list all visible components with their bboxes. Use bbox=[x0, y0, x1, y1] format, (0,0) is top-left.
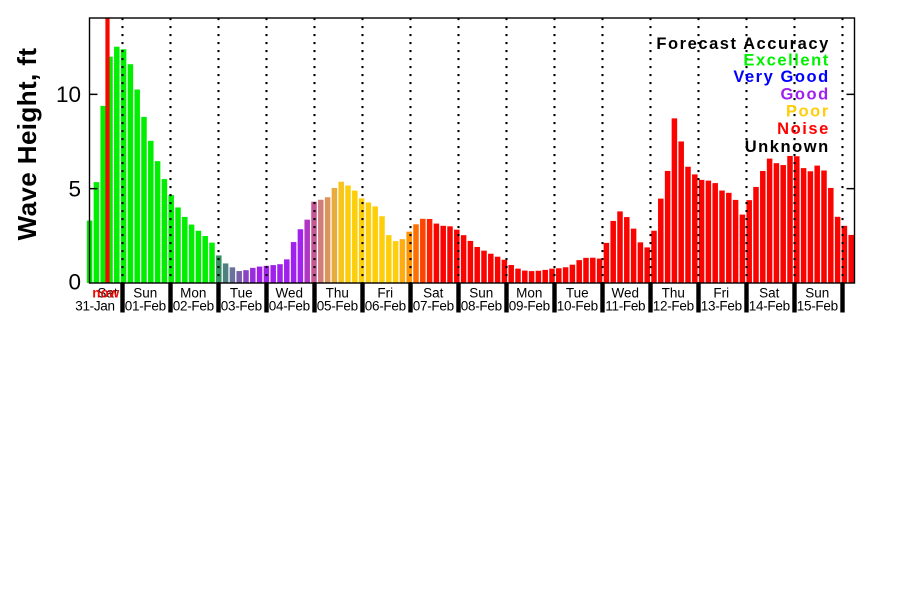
svg-text:5: 5 bbox=[68, 177, 81, 202]
svg-text:10-Feb: 10-Feb bbox=[557, 299, 598, 314]
svg-text:Good: Good bbox=[781, 85, 830, 103]
svg-text:Sun: Sun bbox=[133, 286, 157, 301]
svg-text:31-Jan: 31-Jan bbox=[75, 299, 114, 314]
svg-text:10: 10 bbox=[56, 82, 81, 107]
svg-text:14-Feb: 14-Feb bbox=[749, 299, 790, 314]
svg-text:Poor: Poor bbox=[786, 103, 830, 121]
svg-text:09-Feb: 09-Feb bbox=[509, 299, 550, 314]
svg-text:12-Feb: 12-Feb bbox=[653, 299, 694, 314]
svg-text:Fri: Fri bbox=[377, 286, 393, 301]
svg-text:Unknown: Unknown bbox=[745, 138, 830, 156]
svg-text:Wed: Wed bbox=[276, 286, 304, 301]
svg-text:Very Good: Very Good bbox=[733, 68, 829, 86]
svg-text:06-Feb: 06-Feb bbox=[365, 299, 406, 314]
svg-text:08-Feb: 08-Feb bbox=[461, 299, 502, 314]
svg-text:15-Feb: 15-Feb bbox=[797, 299, 838, 314]
svg-text:Excellent: Excellent bbox=[743, 52, 829, 70]
svg-text:02-Feb: 02-Feb bbox=[173, 299, 214, 314]
svg-text:04-Feb: 04-Feb bbox=[269, 299, 310, 314]
svg-text:Tue: Tue bbox=[566, 286, 589, 301]
svg-text:Sun: Sun bbox=[805, 286, 829, 301]
svg-text:03-Feb: 03-Feb bbox=[221, 299, 262, 314]
svg-text:Forecast Accuracy: Forecast Accuracy bbox=[656, 35, 829, 53]
svg-text:Fri: Fri bbox=[713, 286, 729, 301]
svg-text:Sat: Sat bbox=[423, 286, 444, 301]
svg-text:13-Feb: 13-Feb bbox=[701, 299, 742, 314]
svg-text:Sat: Sat bbox=[759, 286, 780, 301]
svg-text:01-Feb: 01-Feb bbox=[125, 299, 166, 314]
svg-text:07-Feb: 07-Feb bbox=[413, 299, 454, 314]
svg-text:now: now bbox=[92, 286, 119, 301]
svg-text:Wed: Wed bbox=[612, 286, 640, 301]
svg-text:Mon: Mon bbox=[516, 286, 542, 301]
svg-text:Tue: Tue bbox=[230, 286, 253, 301]
svg-text:Sun: Sun bbox=[469, 286, 493, 301]
svg-text:Noise: Noise bbox=[777, 120, 830, 138]
svg-text:Thu: Thu bbox=[326, 286, 349, 301]
svg-text:Wave Height, ft: Wave Height, ft bbox=[12, 48, 42, 241]
svg-text:Thu: Thu bbox=[662, 286, 685, 301]
svg-text:05-Feb: 05-Feb bbox=[317, 299, 358, 314]
svg-text:Mon: Mon bbox=[180, 286, 206, 301]
svg-text:11-Feb: 11-Feb bbox=[605, 299, 645, 314]
svg-text:0: 0 bbox=[68, 269, 81, 294]
svg-text:Sat: Sat bbox=[97, 286, 118, 301]
